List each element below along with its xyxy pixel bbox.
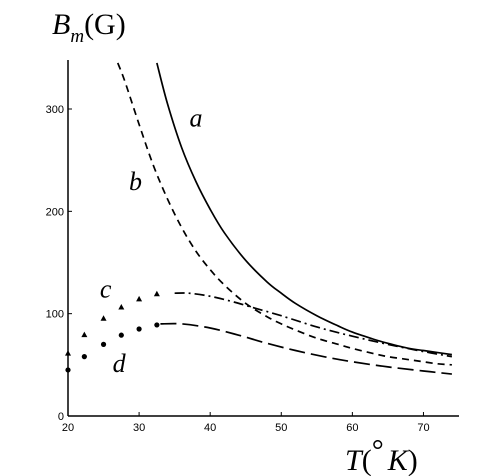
x-axis-title-main: T bbox=[345, 444, 364, 476]
x-tick-label: 70 bbox=[417, 422, 429, 434]
series-b-line bbox=[116, 62, 452, 366]
series-d-line bbox=[160, 322, 452, 375]
series-d-point bbox=[65, 367, 71, 373]
x-tick-label: 40 bbox=[204, 422, 216, 434]
y-axis-title-main: B bbox=[52, 8, 70, 41]
x-tick-label: 20 bbox=[62, 422, 74, 434]
x-tick-label: 30 bbox=[133, 422, 145, 434]
series-c-point bbox=[136, 295, 143, 302]
y-axis-title: Bm(G) bbox=[52, 8, 126, 47]
series-d-point bbox=[118, 332, 124, 338]
series-c-line bbox=[174, 292, 453, 358]
y-axis-title-sub: m bbox=[70, 26, 84, 47]
series-c-point bbox=[100, 315, 107, 321]
curve-label-a: a bbox=[189, 103, 202, 132]
x-ticks: 20 30 40 50 60 70 bbox=[62, 412, 430, 434]
series-d-point bbox=[81, 354, 87, 360]
curve-label-b: b bbox=[129, 167, 142, 196]
y-tick-label: 100 bbox=[46, 309, 64, 321]
curve-labels: a b c d bbox=[100, 103, 203, 378]
curve-label-d: d bbox=[113, 349, 127, 378]
curve-label-c: c bbox=[100, 274, 112, 303]
y-ticks: 0 100 200 300 bbox=[46, 104, 72, 423]
x-axis-title-unit: K bbox=[387, 444, 410, 476]
x-axis-title-open: ( bbox=[362, 444, 372, 476]
series-d-point bbox=[136, 326, 142, 332]
series-d-point bbox=[154, 322, 160, 328]
x-axis-title-degree: ° bbox=[372, 434, 384, 467]
x-tick-label: 50 bbox=[275, 422, 287, 434]
series-layer bbox=[65, 62, 453, 375]
series-c-point bbox=[65, 350, 71, 356]
series-c-point bbox=[81, 331, 88, 338]
x-axis-title-close: ) bbox=[408, 444, 418, 476]
series-c-point bbox=[118, 304, 125, 310]
y-tick-label: 200 bbox=[46, 206, 64, 218]
y-axis-title-unit: (G) bbox=[84, 8, 126, 41]
series-d-point bbox=[100, 341, 107, 347]
y-tick-label: 0 bbox=[58, 411, 64, 423]
y-tick-label: 300 bbox=[46, 104, 64, 116]
series-c-point bbox=[153, 290, 160, 297]
x-axis-title: T(° K) bbox=[345, 434, 418, 476]
x-tick-label: 60 bbox=[346, 422, 358, 434]
